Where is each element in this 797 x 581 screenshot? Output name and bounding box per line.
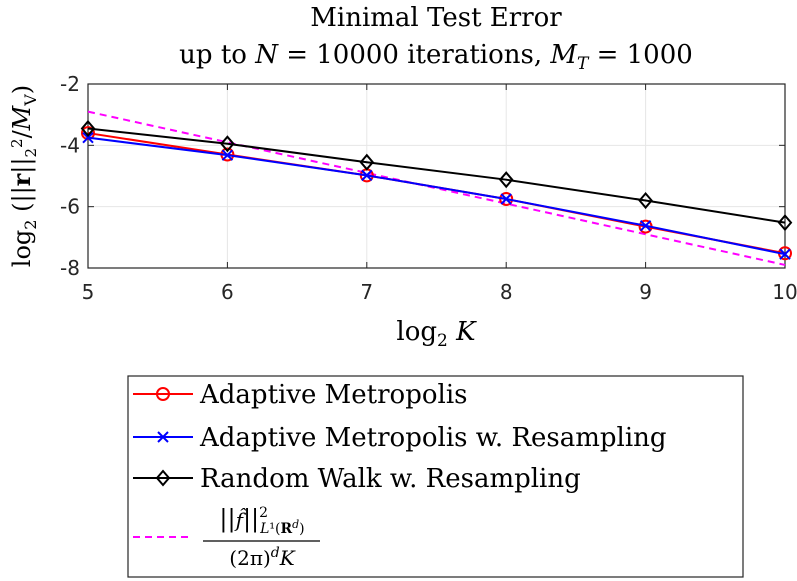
axis-ticks xyxy=(87,83,786,269)
data-point-x xyxy=(639,219,652,232)
data-point-x xyxy=(779,248,791,260)
x-tick-label: 6 xyxy=(221,280,234,304)
legend-entry-adaptive-metropolis: Adaptive Metropolis xyxy=(133,380,467,410)
series-line xyxy=(87,127,786,224)
svg-text:(2π)dK: (2π)dK xyxy=(229,545,295,570)
y-tick-label: -4 xyxy=(60,133,80,157)
data-point-diamond xyxy=(777,214,793,232)
x-tick-label: 8 xyxy=(500,280,513,304)
legend-box xyxy=(127,375,744,578)
x-tick-label: 5 xyxy=(82,280,95,304)
y-tick-label: -8 xyxy=(60,256,80,280)
data-point-x xyxy=(500,193,512,205)
data-point-diamond xyxy=(638,191,653,210)
series-line xyxy=(87,110,786,266)
data-point-x xyxy=(221,149,234,161)
legend-label: Adaptive Metropolis xyxy=(199,380,467,410)
x-tick-label: 10 xyxy=(772,280,797,304)
data-point-x xyxy=(82,131,94,144)
legend-label: Adaptive Metropolis w. Resampling xyxy=(199,423,667,453)
x-tick-label: 7 xyxy=(360,280,373,304)
data-point-diamond xyxy=(498,171,514,189)
data-point-circle xyxy=(499,192,514,206)
series-1 xyxy=(82,131,791,260)
data-point-diamond xyxy=(220,135,235,153)
chart-title: Minimal Test Error xyxy=(310,3,562,33)
x-axis-label: log2 K xyxy=(396,317,477,351)
y-tick-label: -6 xyxy=(60,195,80,219)
data-point-x xyxy=(361,169,373,182)
legend-x-marker xyxy=(157,431,169,443)
legend-entry-adaptive-metropolis-resampling: Adaptive Metropolis w. Resampling xyxy=(133,423,667,453)
series-line xyxy=(87,136,786,256)
legend-entry-random-walk-resampling: Random Walk w. Resampling xyxy=(133,464,581,494)
plot-frame xyxy=(87,83,786,269)
series-3 xyxy=(87,110,786,266)
y-tick-label: -2 xyxy=(60,72,80,96)
data-point-diamond xyxy=(359,153,375,171)
series-layer xyxy=(80,110,793,266)
series-2 xyxy=(80,119,793,232)
tick-labels: 5 6 7 8 9 10 -2 -4 -6 -8 xyxy=(60,72,797,304)
legend-diamond-marker xyxy=(155,469,171,487)
chart-subtitle: up to N = 10000 iterations, MT = 1000 xyxy=(179,40,693,74)
series-0 xyxy=(81,126,792,261)
x-tick-label: 9 xyxy=(639,280,652,304)
legend: Adaptive Metropolis Adaptive Metropolis … xyxy=(127,375,744,578)
grid xyxy=(87,83,786,269)
y-axis-label: log2 (||r||22/MV) xyxy=(7,85,40,267)
legend-circle-marker xyxy=(156,387,170,401)
legend-label: Random Walk w. Resampling xyxy=(200,464,581,494)
data-point-diamond xyxy=(80,119,96,138)
